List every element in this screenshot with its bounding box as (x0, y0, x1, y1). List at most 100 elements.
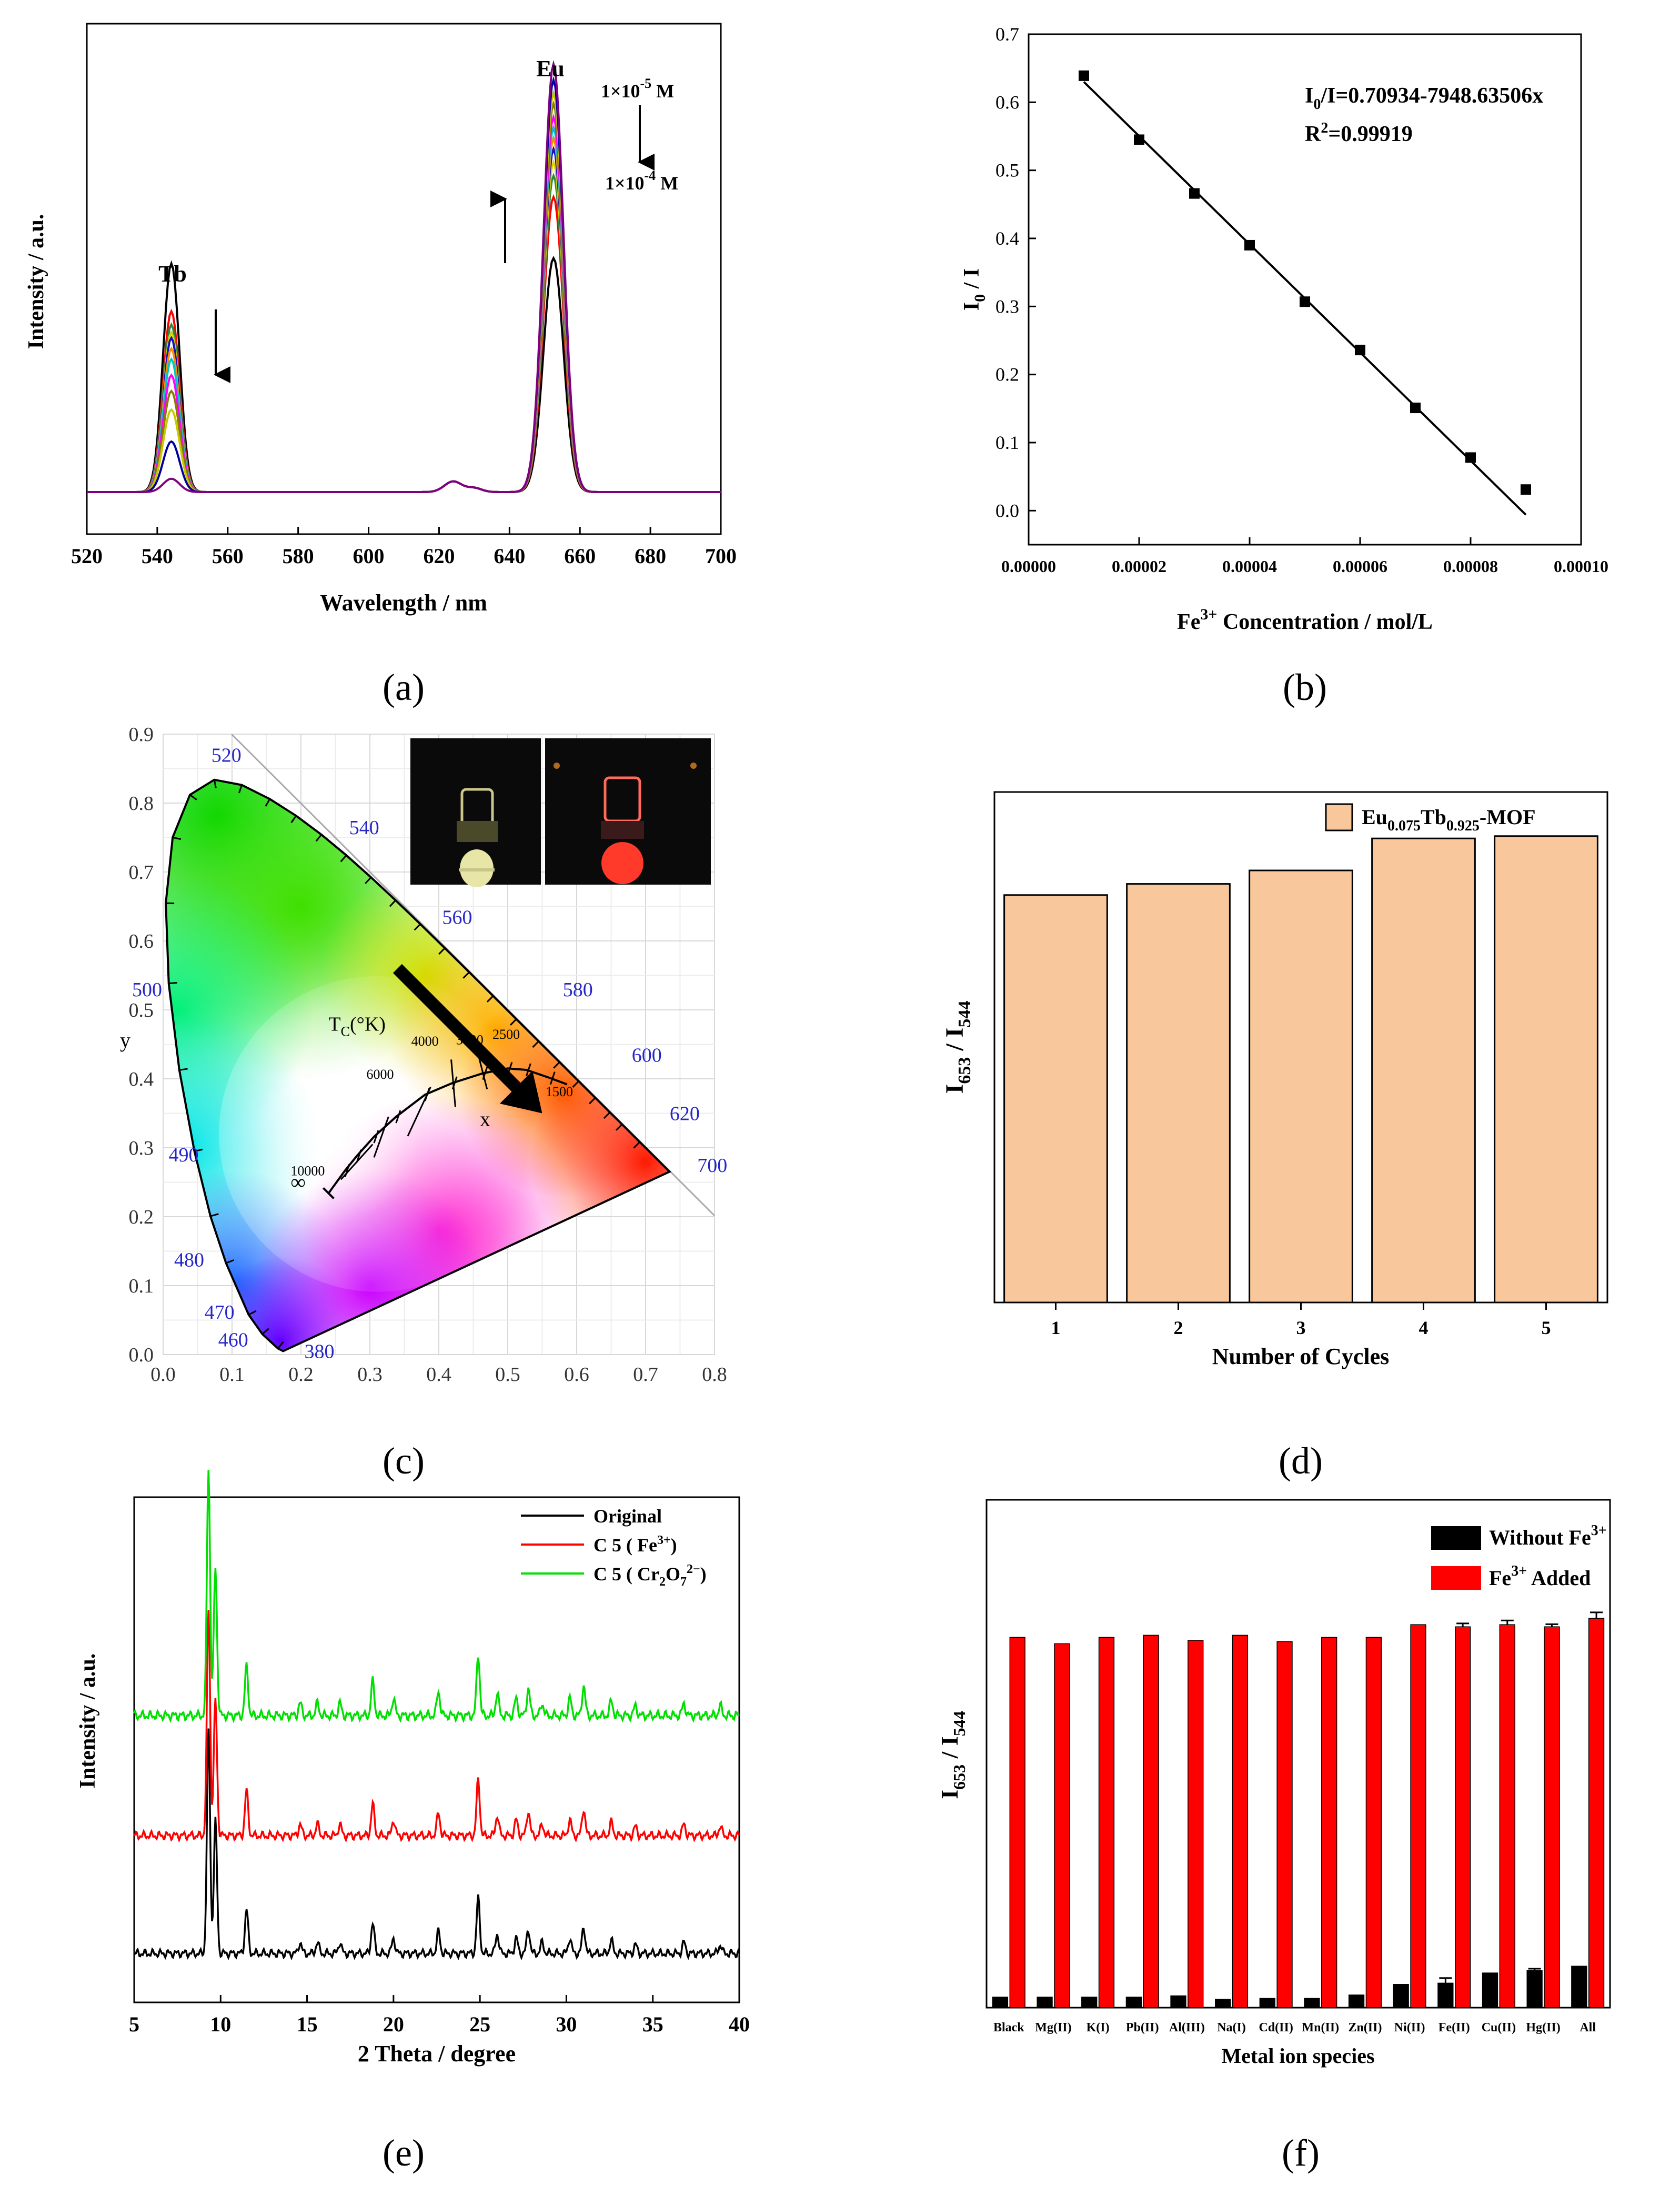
panel-c-wavelength-620: 620 (670, 1103, 700, 1125)
panel-c-cct-label: 6000 (366, 1067, 394, 1082)
panel-f-bar (1099, 1637, 1114, 2008)
panel-f-bar (1143, 1635, 1159, 2008)
panel-c-cct-label: 4000 (411, 1034, 439, 1049)
panel-f-x-tick-label: All (1580, 2021, 1596, 2034)
panel-b-linear-fit: 0.00.10.20.30.40.50.60.7 0.00000 0.00002 0… (960, 24, 1608, 708)
panel-b-y-tick-label: 0.5 (995, 160, 1019, 181)
photo-yellow-vial-neck (457, 821, 498, 842)
panel-c-y-tick-label: 0.8 (129, 793, 154, 815)
panel-f-bar (1483, 1973, 1498, 2008)
panel-e-x-tick-label: 20 (383, 2012, 404, 2036)
panel-c-wavelength-560: 560 (442, 906, 472, 928)
panel-c-x-tick-label: 0.5 (495, 1364, 520, 1386)
panel-f-legend-added: Fe3+ Added (1489, 1563, 1591, 1590)
panel-f-bar (1500, 1625, 1515, 2008)
panel-b-x-tick-label: 0.00010 (1554, 557, 1608, 576)
panel-f-bar (1322, 1637, 1337, 2008)
panel-d-x-tick-label: 3 (1296, 1317, 1306, 1338)
panel-c-x-tick-label: 0.1 (219, 1364, 245, 1386)
photo-red-vial-neck (601, 821, 644, 839)
panel-b-y-ticks: 0.00.10.20.30.40.50.60.7 (995, 24, 1036, 521)
panel-a-x-tick-label: 580 (283, 544, 314, 568)
panel-b-x-tick-label: 0.00006 (1333, 557, 1387, 576)
panel-f-bars-group (993, 1612, 1604, 2008)
panel-f-bar (1572, 1966, 1587, 2008)
panel-f-bar (1054, 1643, 1070, 2008)
panel-e-series-1 (134, 1729, 739, 1958)
panel-c-wavelength-490: 490 (168, 1144, 198, 1166)
photo-red-spot-right (690, 763, 697, 769)
panel-f-x-tick-label: Fe(II) (1438, 2021, 1470, 2034)
panel-b-data-point (1134, 134, 1144, 145)
panel-d-bar-4 (1372, 838, 1475, 1302)
panel-d-bar-3 (1250, 870, 1353, 1302)
panel-f-bar (1527, 1970, 1542, 2008)
panel-a-conc-bottom: 1×10-4 M (605, 168, 678, 194)
panel-c-photo-red (545, 738, 711, 885)
photo-red-glow (601, 842, 643, 884)
panel-e-x-label: 2 Theta / degree (358, 2041, 516, 2067)
panel-c-y-tick-label: 0.2 (129, 1206, 154, 1228)
panel-f-bar (1010, 1637, 1025, 2008)
panel-c-wavelength-580: 580 (563, 979, 593, 1001)
panel-e-x-ticks: 5 10 15 20 25 30 35 40 (129, 1995, 750, 2036)
panel-c-y-tick-label: 0.6 (129, 930, 154, 953)
panel-f-x-tick-label: Pb(II) (1126, 2021, 1159, 2034)
panel-c-wavelength-380: 380 (305, 1341, 335, 1363)
panel-b-equation: I0/I=0.70934-7948.63506x (1305, 84, 1543, 113)
panel-a-y-label: Intensity / a.u. (24, 214, 48, 349)
panel-f-x-tick-label: Mn(II) (1302, 2021, 1339, 2034)
panel-c-photo-yellow (410, 738, 541, 887)
panel-e-legend: Original C 5 ( Fe3+) C 5 ( Cr2O72−) (521, 1506, 707, 1589)
panel-d-bar-1 (1004, 895, 1108, 1302)
panel-c-x-tick-label: 0.3 (357, 1364, 383, 1386)
panel-c-y-tick-label: 0.4 (129, 1068, 154, 1090)
panel-b-data-point (1465, 452, 1476, 463)
panel-c-cct-label: ∞ (290, 1170, 306, 1194)
panel-c-wavelength-470: 470 (205, 1301, 235, 1324)
panel-c-wavelength-700: 700 (697, 1155, 727, 1177)
panel-a-x-tick-label: 560 (212, 544, 244, 568)
panel-f-bar (1277, 1641, 1292, 2008)
panel-c-wavelength-460: 460 (218, 1329, 248, 1351)
panel-c-y-tick-label: 0.1 (129, 1275, 154, 1297)
panel-c-y-tick-label: 0.0 (129, 1344, 154, 1366)
panel-c-x-tick-label: 0.6 (564, 1364, 589, 1386)
panel-a-caption: (a) (383, 666, 425, 708)
panel-b-x-label: Fe3+ Concentration / mol/L (1177, 606, 1433, 634)
panel-c-wavelength-480: 480 (174, 1249, 204, 1271)
panel-f-x-tick-label: Ni(II) (1394, 2021, 1425, 2034)
panel-b-caption: (b) (1283, 666, 1327, 708)
panel-c-cie-diagram: 520540560580600620700500490480470460380 … (0, 596, 761, 1482)
panel-d-x-tick-label: 1 (1051, 1317, 1061, 1338)
panel-f-bar (1304, 1998, 1320, 2008)
photo-yellow-rim (459, 868, 495, 871)
panel-b-data-point (1079, 71, 1089, 81)
panel-d-bars-group (1004, 836, 1598, 1302)
panel-b-y-label: I0 / I (960, 268, 989, 310)
panel-b-data-point (1410, 403, 1421, 413)
panel-f-bar (1171, 1996, 1186, 2008)
figure-canvas: 520 540 560 580 600 620 640 660 680 700 Wavelengt… (0, 0, 1680, 2185)
panel-e-x-tick-label: 10 (210, 2012, 231, 2036)
panel-a-x-tick-label: 600 (353, 544, 385, 568)
panel-b-y-tick-label: 0.2 (995, 364, 1019, 385)
panel-c-wavelength-540: 540 (349, 817, 379, 839)
panel-d-bar-2 (1127, 884, 1230, 1302)
panel-e-pxrd: 5 10 15 20 25 30 35 40 Original C 5 ( Fe3+) C 5… (76, 1470, 750, 2174)
panel-f-caption: (f) (1282, 2132, 1320, 2174)
panel-c-x-tick-label: 0.4 (426, 1364, 451, 1386)
panel-a-x-tick-label: 660 (564, 544, 596, 568)
panel-b-x-tick-label: 0.00008 (1443, 557, 1498, 576)
panel-f-x-ticks: Black Mg(II) K(I) Pb(II) Al(III) Na(I) Cd(II) M… (993, 2021, 1596, 2034)
panel-c-x-tick-label: 0.7 (633, 1364, 658, 1386)
panel-b-y-tick-label: 0.4 (995, 228, 1019, 249)
panel-c-tc-label: TC(°K) (328, 1013, 386, 1039)
panel-a-x-tick-label: 640 (494, 544, 525, 568)
panel-d-x-ticks: 1 2 3 4 5 (1051, 1302, 1551, 1338)
panel-f-x-tick-label: Zn(II) (1348, 2021, 1382, 2034)
panel-b-data-point (1521, 484, 1531, 495)
panel-b-x-tick-label: 0.00002 (1112, 557, 1166, 576)
panel-d-x-tick-label: 2 (1174, 1317, 1183, 1338)
panel-b-data-point (1300, 296, 1310, 307)
